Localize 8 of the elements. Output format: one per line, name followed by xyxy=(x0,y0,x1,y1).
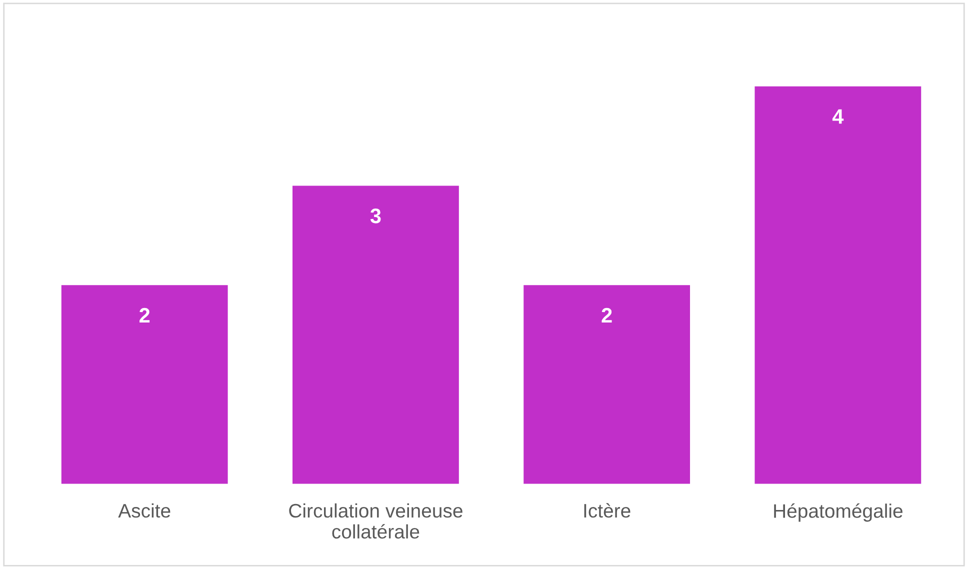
data-label: 3 xyxy=(370,208,381,224)
x-tick-label: Circulation veineuse collatérale xyxy=(289,503,462,539)
x-tick-label: Ascite xyxy=(118,503,170,518)
x-tick-label: Hépatomégalie xyxy=(774,503,902,522)
data-label: 2 xyxy=(602,308,612,322)
data-label: 2 xyxy=(140,308,150,322)
data-label: 4 xyxy=(832,109,844,124)
x-tick-label: Ictère xyxy=(584,503,630,518)
